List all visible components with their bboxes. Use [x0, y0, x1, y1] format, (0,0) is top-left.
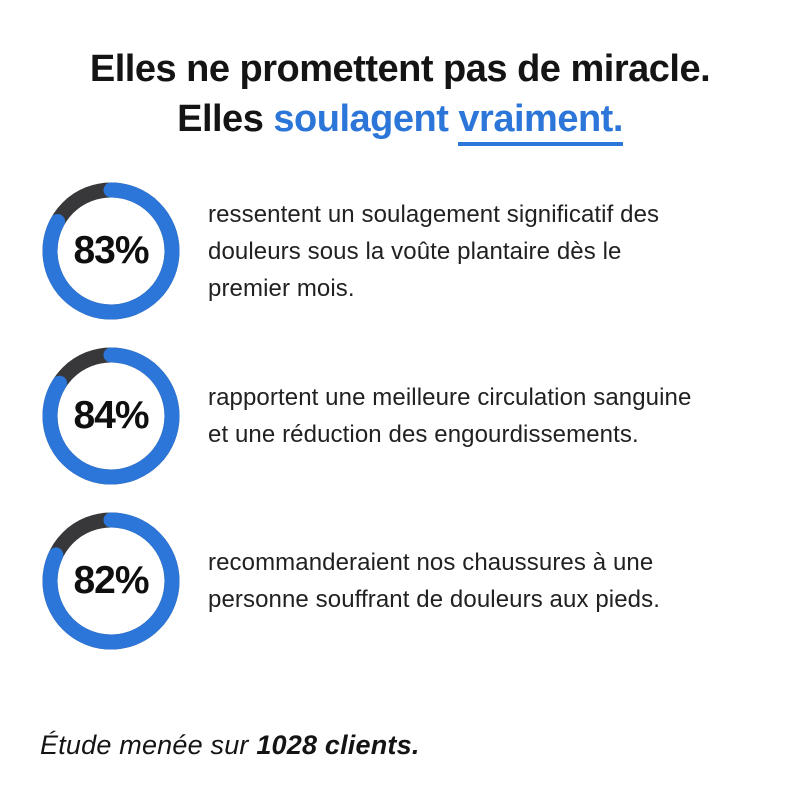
donut-chart-82: 82% [42, 512, 180, 650]
stat-description: rapportent une meilleure circulation san… [208, 384, 692, 448]
title-line-2-prefix: Elles [177, 98, 274, 140]
percent-label: 84% [73, 394, 149, 437]
percent-label: 82% [73, 559, 149, 602]
stats-list: 83% ressentent un soulagement significat… [0, 182, 800, 677]
stat-row-recommendation: 82% recommanderaient nos chaussures à un… [0, 512, 800, 650]
donut-chart-83: 83% [42, 182, 180, 320]
stat-description: ressentent un soulagement significatif d… [208, 200, 660, 302]
percent-label: 83% [73, 229, 149, 272]
donut-ring-icon [42, 347, 180, 485]
donut-chart-84: 84% [42, 347, 180, 485]
stat-row-circulation: 84% rapportent une meilleure circulation… [0, 347, 800, 485]
footnote-prefix: Étude menée sur [40, 730, 257, 760]
stat-description: recommanderaient nos chaussures à une pe… [208, 549, 660, 613]
title-highlight-word: soulagent [273, 98, 459, 140]
donut-ring-icon [42, 512, 180, 650]
donut-ring-icon [42, 182, 180, 320]
title-line-1: Elles ne promettent pas de miracle. [89, 48, 711, 90]
page-title: Elles ne promettent pas de miracle. Elle… [0, 44, 800, 146]
footnote-sample-size: 1028 clients. [256, 730, 420, 760]
stat-row-arch-pain: 83% ressentent un soulagement significat… [0, 182, 800, 320]
title-underlined-word: vraiment. [458, 98, 623, 146]
study-footnote: Étude menée sur 1028 clients. [40, 730, 420, 761]
